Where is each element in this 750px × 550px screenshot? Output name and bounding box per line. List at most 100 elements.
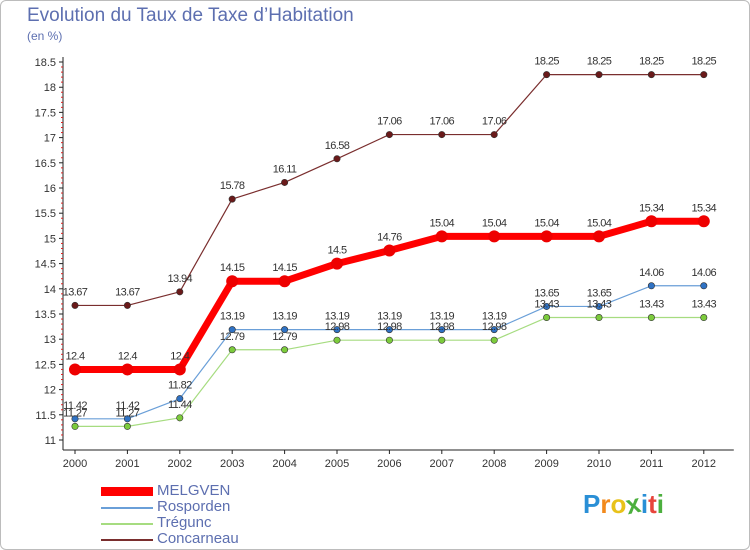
data-label-rosporden: 14.06 xyxy=(639,267,664,279)
data-point-trgunc xyxy=(700,314,708,322)
data-label-melgven: 12.4 xyxy=(65,350,84,362)
series-line-concarneau xyxy=(74,73,705,307)
logo-letter: i xyxy=(640,489,649,519)
legend-label-tregunc: Trégunc xyxy=(157,514,212,531)
logo-letter: P xyxy=(583,489,601,519)
data-label-rosporden: 13.19 xyxy=(325,311,350,323)
legend-swatch-melgven xyxy=(101,487,153,496)
data-point-concarneau xyxy=(543,71,551,79)
data-point-melgven xyxy=(383,244,396,257)
data-label-rosporden: 11.82 xyxy=(168,380,192,392)
y-tick-label: 15 xyxy=(44,233,56,245)
data-point-trgunc xyxy=(228,346,236,354)
y-tick-label: 17.5 xyxy=(35,107,56,119)
legend-item-rosporden: Rosporden xyxy=(101,499,321,516)
data-point-concarneau xyxy=(281,178,289,186)
data-point-trgunc xyxy=(281,346,289,354)
x-tick-label: 2010 xyxy=(587,458,611,470)
x-tick-label: 2011 xyxy=(640,458,664,470)
data-label-melgven: 14.15 xyxy=(272,262,297,274)
data-label-melgven: 12.4 xyxy=(170,350,189,362)
data-label-rosporden: 13.65 xyxy=(587,287,612,299)
data-point-trgunc xyxy=(438,336,446,344)
data-label-rosporden: 11.42 xyxy=(63,400,87,412)
data-point-melgven xyxy=(697,215,710,228)
data-label-concarneau: 18.25 xyxy=(534,56,559,68)
data-label-melgven: 15.04 xyxy=(587,217,612,229)
data-point-concarneau xyxy=(700,71,708,79)
data-point-trgunc xyxy=(333,336,341,344)
data-label-concarneau: 13.94 xyxy=(168,273,193,285)
data-point-concarneau xyxy=(490,131,498,139)
data-label-concarneau: 16.58 xyxy=(325,140,350,152)
x-tick-label: 2002 xyxy=(168,458,192,470)
data-label-concarneau: 17.06 xyxy=(482,116,507,128)
data-point-rosporden xyxy=(700,282,708,290)
data-point-trgunc xyxy=(543,314,551,322)
data-label-concarneau: 18.25 xyxy=(587,56,612,68)
y-tick-label: 12.5 xyxy=(35,359,56,371)
legend-label-concarneau: Concarneau xyxy=(157,530,239,547)
x-tick-label: 2005 xyxy=(325,458,349,470)
y-tick-label: 13.5 xyxy=(35,309,56,321)
data-label-trgunc: 12.98 xyxy=(430,321,455,333)
x-tick-label: 2001 xyxy=(115,458,139,470)
data-point-melgven xyxy=(226,275,239,288)
data-label-rosporden: 13.19 xyxy=(482,311,507,323)
data-point-concarneau xyxy=(123,301,131,309)
y-tick-label: 13 xyxy=(44,334,56,346)
data-point-melgven xyxy=(278,275,291,288)
data-label-trgunc: 12.98 xyxy=(325,321,350,333)
logo-letter: i xyxy=(656,489,664,519)
data-point-melgven xyxy=(69,363,81,376)
data-point-rosporden xyxy=(543,302,551,310)
data-label-rosporden: 13.19 xyxy=(430,311,455,323)
data-point-melgven xyxy=(173,363,186,376)
y-tick-label: 14 xyxy=(44,284,56,296)
data-point-rosporden xyxy=(385,326,393,334)
y-tick-label: 14.5 xyxy=(35,259,56,271)
data-point-rosporden xyxy=(333,326,341,334)
data-point-melgven xyxy=(488,230,501,243)
data-label-trgunc: 12.98 xyxy=(377,321,402,333)
data-point-concarneau xyxy=(647,71,655,79)
data-label-concarneau: 17.06 xyxy=(430,116,455,128)
data-label-melgven: 14.76 xyxy=(377,231,402,243)
logo-letter: r xyxy=(600,489,611,519)
data-label-trgunc: 12.79 xyxy=(220,331,245,343)
data-label-concarneau: 18.25 xyxy=(692,56,717,68)
data-label-melgven: 15.04 xyxy=(430,217,455,229)
y-tick-label: 12 xyxy=(44,385,56,397)
data-label-melgven: 15.34 xyxy=(639,202,664,214)
data-label-trgunc: 13.43 xyxy=(639,299,664,311)
data-label-concarneau: 15.78 xyxy=(220,180,245,192)
data-point-rosporden xyxy=(595,302,603,310)
data-label-trgunc: 13.43 xyxy=(534,299,559,311)
y-tick-label: 11 xyxy=(45,435,56,447)
legend-item-melgven: MELGVEN xyxy=(101,483,321,500)
x-tick-label: 2007 xyxy=(430,458,454,470)
data-label-melgven: 15.04 xyxy=(482,217,507,229)
data-point-rosporden xyxy=(176,395,184,403)
y-tick-label: 18.5 xyxy=(35,57,56,69)
data-label-melgven: 12.4 xyxy=(118,350,137,362)
data-point-trgunc xyxy=(647,314,655,322)
data-label-rosporden: 13.19 xyxy=(377,311,402,323)
y-tick-label: 11.5 xyxy=(35,410,56,422)
unit-label: (en %) xyxy=(27,29,63,43)
data-label-concarneau: 17.06 xyxy=(377,116,402,128)
x-tick-label: 2003 xyxy=(220,458,244,470)
legend: MELGVEN Rosporden Trégunc Concarneau xyxy=(101,483,321,548)
logo-letter: t xyxy=(648,489,657,519)
data-point-concarneau xyxy=(385,131,393,139)
legend-swatch-rosporden xyxy=(101,507,153,509)
data-point-concarneau xyxy=(228,195,236,203)
data-point-concarneau xyxy=(595,71,603,79)
data-label-rosporden: 13.65 xyxy=(534,287,559,299)
data-label-rosporden: 14.06 xyxy=(692,267,717,279)
y-tick-label: 16.5 xyxy=(35,158,56,170)
data-point-trgunc xyxy=(176,414,184,422)
data-point-concarneau xyxy=(438,131,446,139)
y-tick-label: 18 xyxy=(44,82,56,94)
